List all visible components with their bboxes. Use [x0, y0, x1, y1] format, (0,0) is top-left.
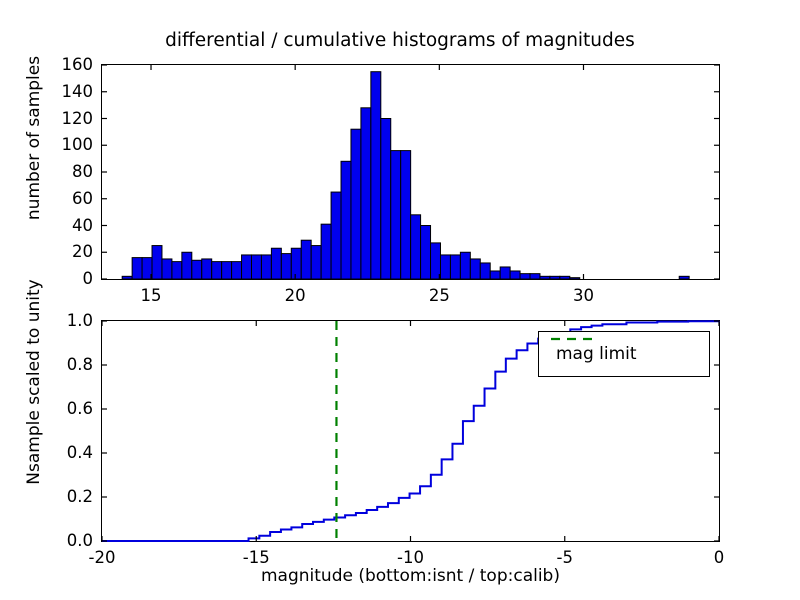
histogram-bar [310, 245, 322, 280]
top-panel-plot-area [102, 64, 719, 280]
histogram-bar [241, 254, 253, 280]
histogram-bar [181, 251, 193, 280]
histogram-bar [320, 223, 332, 280]
bottom-panel-y-tick-label: 0.6 [66, 399, 93, 418]
histogram-bar [151, 245, 163, 280]
histogram-bar [201, 258, 213, 280]
histogram-bar [549, 275, 561, 280]
histogram-bar [121, 275, 133, 280]
histogram-bar [171, 261, 183, 280]
histogram-bar [678, 275, 690, 280]
top-panel-y-tick-label: 60 [72, 188, 93, 208]
histogram-bar [529, 273, 541, 280]
bottom-panel-plot-area [101, 320, 720, 542]
top-panel-y-tick-label: 0 [82, 269, 94, 288]
bottom-panel-tick-marks [101, 320, 720, 542]
bottom-panel-x-tick-label: -5 [556, 548, 573, 567]
bottom-panel-y-axis-label: Nsample scaled to unity [24, 279, 44, 485]
top-panel-differential-histogram [101, 64, 720, 280]
bottom-panel-x-tick-label: 0 [713, 548, 725, 567]
histogram-bar [400, 150, 412, 280]
histogram-bar [260, 254, 272, 280]
top-panel-x-tick-label: 15 [140, 286, 162, 305]
histogram-bar [410, 214, 422, 280]
histogram-bar [231, 261, 243, 280]
top-panel-x-tick-label: 20 [284, 286, 306, 305]
histogram-bar [370, 71, 382, 280]
histogram-bar [539, 275, 551, 280]
histogram-bar [439, 254, 451, 280]
histogram-bar [559, 275, 571, 280]
legend-entry-label: mag limit [556, 344, 637, 364]
histogram-bar [360, 107, 372, 280]
bottom-panel-y-tick-label: 0.2 [66, 487, 93, 506]
histogram-bar [479, 262, 491, 280]
top-panel-y-tick-label: 120 [61, 108, 94, 128]
top-panel-x-tick-label: 25 [428, 286, 450, 305]
legend[interactable]: mag limit [538, 331, 710, 377]
bottom-panel-x-tick-label: -15 [242, 548, 270, 567]
top-panel-y-tick-label: 20 [72, 242, 93, 262]
top-panel-y-tick-label: 40 [72, 215, 93, 235]
histogram-bar [250, 254, 262, 280]
chart-title: differential / cumulative histograms of … [165, 30, 635, 51]
histogram-bar [489, 270, 501, 280]
histogram-bar [290, 247, 302, 280]
cumulative-curve [102, 320, 720, 542]
histogram-bar [390, 150, 402, 280]
histogram-bar [191, 259, 203, 280]
histogram-bar [330, 191, 342, 280]
histogram-bar [469, 258, 481, 280]
histogram-bar [420, 225, 432, 280]
bottom-panel-y-tick-label: 0.8 [66, 355, 93, 374]
top-panel-y-tick-label: 100 [61, 135, 94, 155]
bottom-panel-y-tick-label: 1.0 [66, 311, 93, 330]
top-panel-y-tick-label: 140 [61, 81, 94, 101]
histogram-bar [221, 261, 233, 280]
histogram-bar [569, 277, 581, 280]
histogram-bar [280, 253, 292, 280]
bottom-panel-y-tick-label: 0.0 [66, 531, 93, 550]
histogram-bar [340, 160, 352, 280]
mag-limit-legend-swatch-icon [551, 337, 593, 341]
histogram-bar [519, 273, 531, 280]
bottom-panel-x-axis-label: magnitude (bottom:isnt / top:calib) [261, 566, 560, 586]
histogram-bar [499, 266, 511, 280]
histogram-bar [509, 270, 521, 280]
histogram-bars [121, 71, 690, 280]
histogram-bar [270, 247, 282, 280]
histogram-bar [300, 239, 312, 280]
histogram-bar [161, 258, 173, 280]
histogram-bar [430, 242, 441, 280]
histogram-bar [380, 118, 392, 280]
bottom-panel-x-tick-label: -10 [397, 548, 424, 567]
bottom-panel-y-tick-label: 0.4 [66, 443, 93, 462]
top-panel-tick-marks [102, 64, 719, 280]
top-panel-x-tick-label: 30 [572, 286, 594, 305]
histogram-bar [350, 128, 362, 280]
bottom-panel-x-tick-label: -20 [88, 548, 116, 567]
histogram-bar [459, 251, 471, 280]
top-panel-y-tick-label: 80 [72, 162, 93, 181]
histogram-bar [131, 257, 143, 280]
histogram-bar [211, 261, 223, 280]
histogram-bar [449, 254, 461, 280]
top-panel-y-tick-label: 160 [61, 55, 94, 74]
